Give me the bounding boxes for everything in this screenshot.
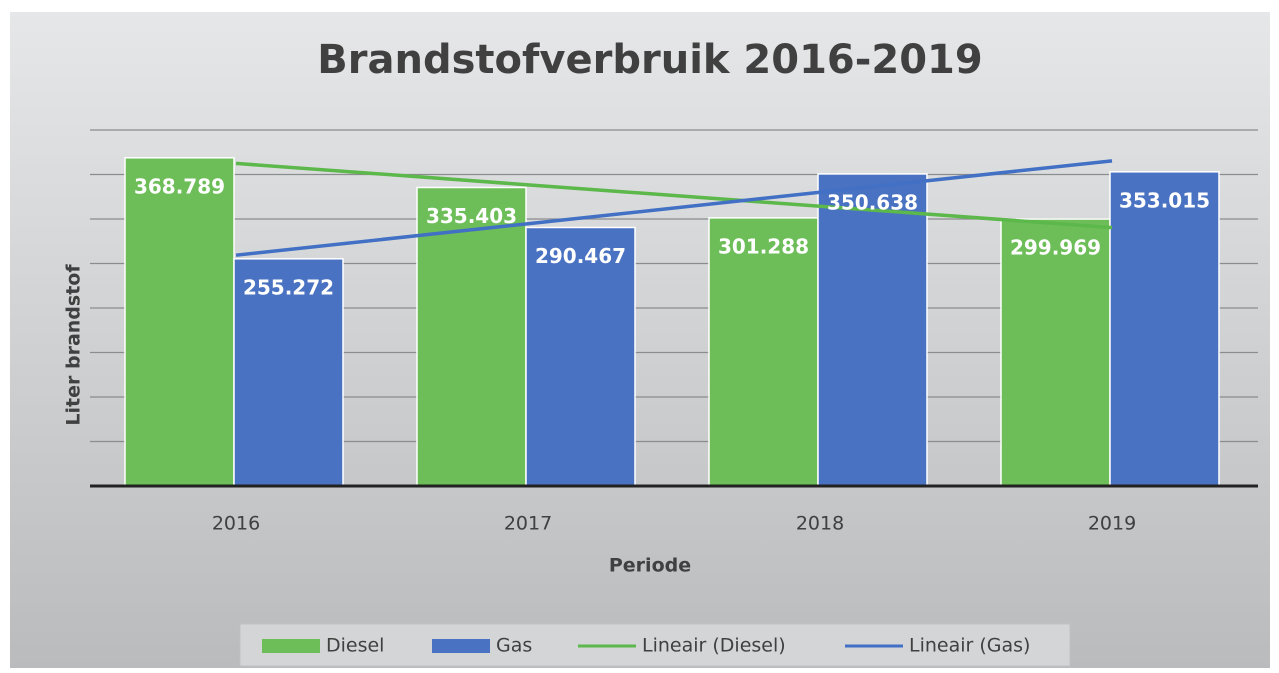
bar — [1000, 218, 1111, 487]
x-tick-label: 2019 — [1088, 513, 1136, 535]
bar — [1109, 171, 1220, 487]
legend-label: Lineair (Diesel) — [642, 635, 786, 657]
data-label: 335.403 — [426, 204, 517, 228]
y-axis-label: Liter brandstof — [63, 264, 85, 426]
bar — [817, 173, 928, 487]
legend-label: Gas — [496, 635, 532, 657]
bar — [416, 186, 527, 487]
bar — [124, 157, 235, 487]
trendline — [235, 159, 1113, 257]
bar — [525, 226, 636, 487]
x-tick-label: 2017 — [504, 513, 552, 535]
data-label: 368.789 — [134, 174, 225, 198]
legend-swatch — [262, 639, 320, 653]
bar — [708, 217, 819, 487]
data-label: 255.272 — [243, 275, 334, 299]
data-label: 299.969 — [1010, 236, 1101, 260]
chart-title: Brandstofverbruik 2016-2019 — [317, 37, 982, 83]
x-tick-label: 2018 — [796, 513, 844, 535]
legend-box — [239, 623, 1071, 667]
legend-swatch — [432, 639, 490, 653]
bar — [233, 258, 344, 487]
x-axis-label: Periode — [609, 555, 691, 577]
data-label: 350.638 — [827, 190, 918, 214]
trendline — [235, 161, 1113, 230]
legend-label: Lineair (Gas) — [909, 635, 1030, 657]
data-label: 353.015 — [1119, 188, 1210, 212]
legend-label: Diesel — [326, 635, 384, 657]
x-tick-label: 2016 — [212, 513, 260, 535]
data-label: 301.288 — [718, 234, 809, 258]
data-label: 290.467 — [535, 244, 626, 268]
